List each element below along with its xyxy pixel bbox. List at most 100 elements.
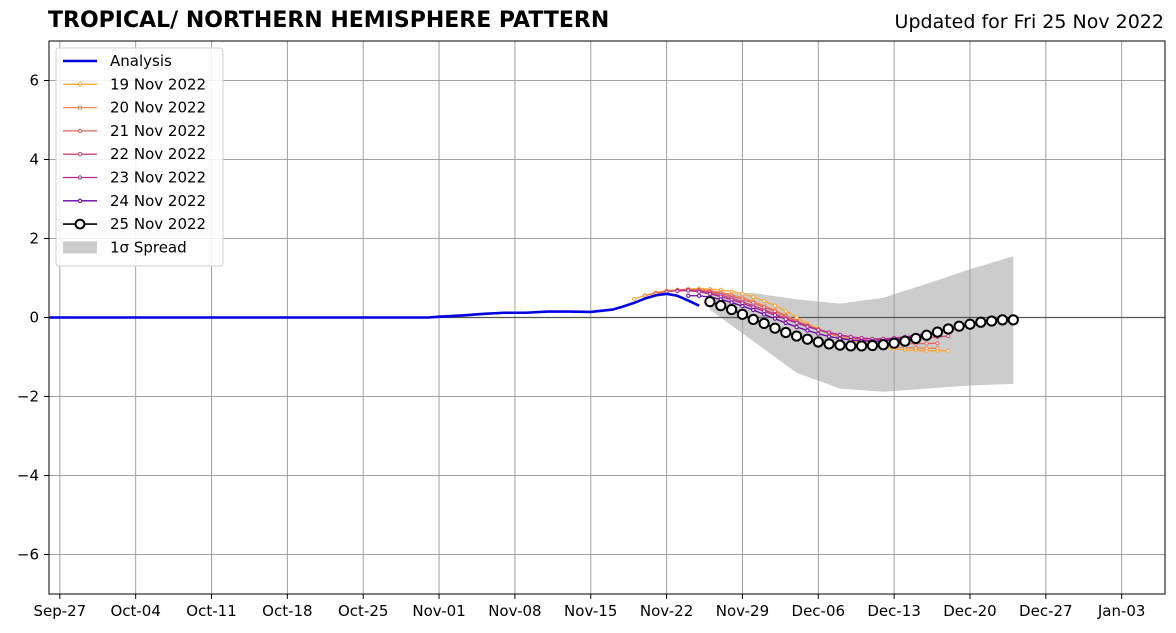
y-tick-label: 0: [29, 309, 39, 327]
forecast-point: [772, 316, 778, 321]
legend-box: [55, 47, 224, 267]
spread-band-layer: [709, 256, 1014, 392]
forecast-point: [686, 293, 691, 298]
forecast-point: [931, 326, 944, 338]
forecast-point: [964, 318, 976, 330]
x-tick-label: Oct-25: [338, 602, 388, 620]
y-tick-label: −6: [17, 546, 39, 564]
forecast-point: [740, 303, 745, 309]
forecast-point: [986, 315, 998, 327]
x-tick-label: Oct-04: [110, 602, 160, 620]
legend-label: Analysis: [110, 52, 172, 70]
forecast-point: [877, 339, 889, 351]
legend-label: 23 Nov 2022: [110, 169, 206, 187]
forecast-point: [805, 324, 810, 329]
legend-swatch-marker: [77, 128, 83, 134]
forecast-point: [794, 324, 799, 330]
forecast-point: [946, 333, 951, 339]
forecast-point: [946, 348, 951, 353]
forecast-point: [953, 320, 965, 332]
forecast-point: [935, 341, 940, 346]
forecast-point: [729, 300, 734, 305]
legend-label: 21 Nov 2022: [110, 122, 206, 140]
forecast-point: [772, 303, 778, 308]
forecast-point: [696, 289, 702, 294]
spread-band: [709, 256, 1014, 392]
legend-swatch-marker: [77, 152, 83, 157]
x-tick-label: Nov-08: [488, 602, 541, 620]
series-layer: [49, 286, 1019, 353]
legend-label: 25 Nov 2022: [110, 215, 206, 233]
forecast-point: [1007, 314, 1019, 326]
x-tick-label: Dec-20: [943, 602, 997, 620]
forecast-point: [823, 338, 835, 350]
legend-label: 1σ Spread: [110, 238, 187, 256]
forecast-point: [805, 328, 810, 333]
forecast-point: [747, 313, 759, 326]
x-tick-label: Nov-22: [640, 602, 693, 620]
x-tick-label: Nov-01: [412, 602, 465, 620]
forecast-point: [696, 293, 702, 298]
forecast-point: [758, 317, 770, 330]
forecast-point: [975, 316, 987, 328]
forecast-point: [704, 296, 716, 308]
forecast-point: [816, 327, 821, 332]
forecast-point: [715, 300, 727, 312]
forecast-point: [762, 312, 767, 317]
forecast-point: [996, 314, 1009, 326]
forecast-point: [783, 320, 788, 326]
forecast-point: [736, 308, 749, 320]
forecast-point: [675, 288, 680, 294]
forecast-point: [740, 291, 745, 296]
axes-layer: Sep-27 Oct-04 Oct-11 Oct-18 Oct-25 Nov-01 Nov-…: [17, 40, 1166, 620]
x-tick-label: Nov-15: [564, 602, 617, 620]
forecast-point: [834, 339, 846, 351]
forecast-point: [866, 339, 879, 352]
analysis-line: [49, 292, 700, 319]
y-tick-label: −4: [17, 467, 39, 485]
forecast-point: [924, 346, 929, 351]
y-tick-label: 4: [29, 151, 39, 169]
x-tick-label: Sep-27: [33, 602, 86, 620]
forecast-point: [686, 288, 691, 293]
updated-date: Updated for Fri 25 Nov 2022: [894, 11, 1164, 33]
forecast-point: [751, 294, 756, 300]
forecast-point: [899, 335, 911, 347]
y-tick-label: 6: [29, 72, 39, 90]
y-tick-label: −2: [17, 388, 39, 406]
forecast-point: [827, 334, 832, 339]
forecast-point: [631, 296, 637, 302]
legend-swatch-marker: [77, 175, 83, 180]
x-tick-label: Oct-11: [186, 602, 236, 620]
forecast-point: [726, 304, 738, 316]
forecast-point: [783, 316, 788, 322]
legend-label: 22 Nov 2022: [110, 145, 206, 163]
x-tick-label: Jan-03: [1097, 602, 1146, 620]
forecast-point: [942, 323, 954, 335]
chart-title: TROPICAL/ NORTHERN HEMISPHERE PATTERN: [48, 8, 610, 33]
forecast-point: [921, 329, 933, 341]
legend-label: 20 Nov 2022: [110, 99, 206, 117]
forecast-point: [856, 340, 868, 352]
legend-swatch-marker: [77, 198, 83, 204]
forecast-point: [837, 332, 843, 337]
forecast-point: [801, 333, 814, 345]
x-tick-label: Dec-27: [1019, 602, 1073, 620]
forecast-point: [762, 298, 767, 304]
forecast-point: [924, 341, 929, 346]
forecast-point: [769, 322, 781, 334]
forecast-point: [791, 330, 803, 342]
forecast-point: [816, 331, 821, 336]
x-tick-label: Nov-29: [716, 602, 769, 620]
legend: Analysis 19 Nov 2022 20 Nov 2022 21 Nov 202…: [55, 47, 224, 267]
legend-swatch-marker: [77, 82, 83, 87]
forecast-point: [845, 340, 857, 352]
forecast-point: [935, 346, 940, 351]
forecast-point: [888, 337, 900, 349]
forecast-point: [783, 309, 788, 314]
forecast-point: [751, 307, 756, 313]
forecast-point: [794, 320, 799, 326]
forecast-point: [913, 345, 918, 351]
x-tick-label: Dec-13: [867, 602, 921, 620]
